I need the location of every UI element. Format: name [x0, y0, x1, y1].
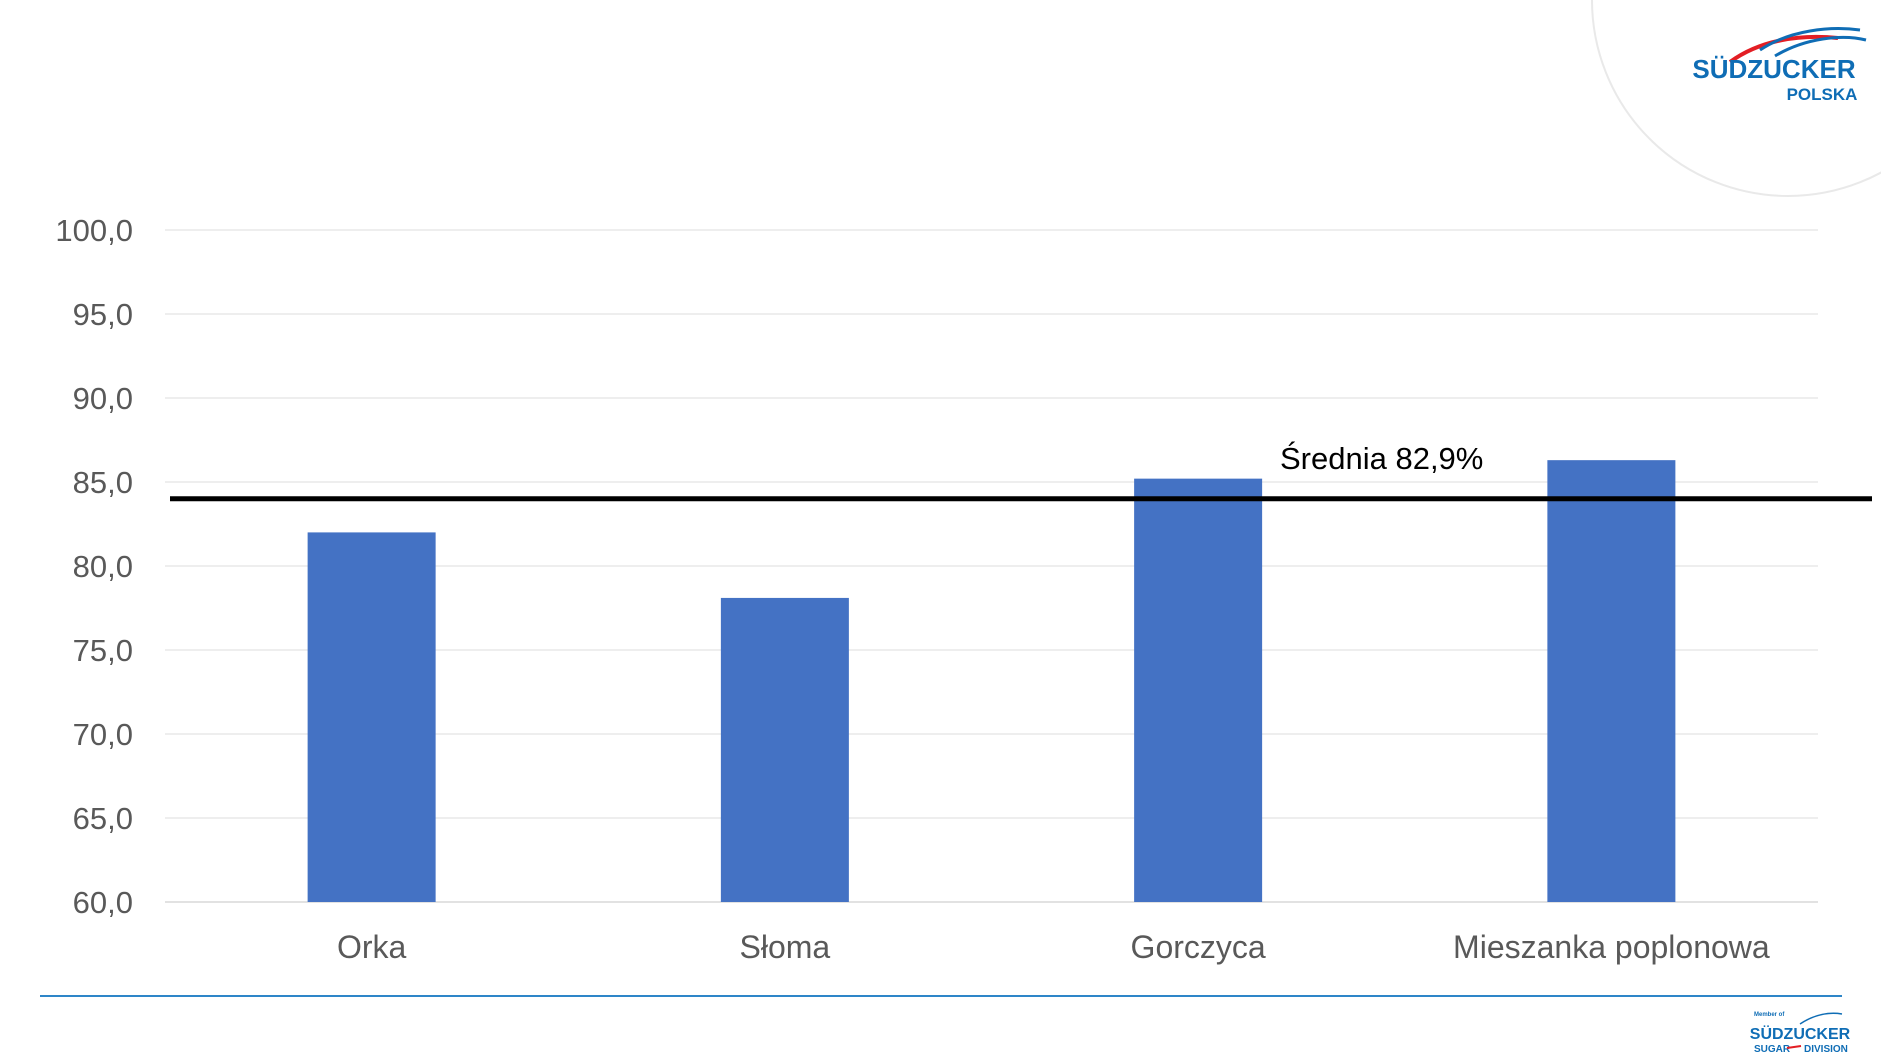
y-tick-label: 95,0	[73, 297, 133, 332]
logo-circle	[1591, 0, 1881, 197]
average-label: Średnia 82,9%	[1280, 440, 1483, 476]
y-tick-label: 85,0	[73, 465, 133, 500]
logo-bottom-line1: SÜDZUCKER	[1750, 1024, 1851, 1043]
logo-bottom-red-dash	[1786, 1045, 1802, 1049]
logo-bottom-small: Member of	[1754, 1012, 1785, 1018]
bar	[307, 532, 436, 902]
y-tick-label: 100,0	[55, 213, 133, 248]
bars	[307, 460, 1676, 902]
logo-bottom-line2a: SUGAR	[1754, 1044, 1791, 1055]
x-axis: Orka Słoma Gorczyca Mieszanka poplonowa	[337, 929, 1770, 965]
bar	[1134, 478, 1263, 902]
logo-bottom: Member of SÜDZUCKER SUGAR DIVISION	[1750, 1012, 1851, 1055]
y-tick-label: 75,0	[73, 633, 133, 668]
bar	[720, 597, 849, 902]
gridlines	[165, 229, 1818, 903]
y-tick-label: 80,0	[73, 549, 133, 584]
logo-bottom-swoosh	[1799, 1012, 1843, 1025]
logo-bottom-line2b: DIVISION	[1804, 1044, 1848, 1055]
logo-top-line1: SÜDZUCKER	[1692, 54, 1855, 84]
logo-swoosh-blue-2	[1774, 35, 1867, 58]
y-tick-label: 60,0	[73, 885, 133, 920]
x-category-label: Słoma	[740, 929, 831, 965]
logo-top: SÜDZUCKER POLSKA	[1692, 27, 1867, 104]
x-category-label: Orka	[337, 929, 407, 965]
x-category-label: Gorczyca	[1131, 929, 1266, 965]
decor-layer: SÜDZUCKER POLSKA Member of SÜDZUCKER SUG…	[40, 0, 1881, 1055]
y-tick-label: 70,0	[73, 717, 133, 752]
bar	[1547, 460, 1676, 902]
y-tick-label: 65,0	[73, 801, 133, 836]
reference-line-group: Średnia 82,9%	[170, 440, 1872, 502]
x-category-label: Mieszanka poplonowa	[1453, 929, 1770, 965]
y-axis: 60,0 65,0 70,0 75,0 80,0 85,0 90,0 95,0 100,0	[55, 213, 133, 920]
logo-swoosh-blue-1	[1759, 27, 1861, 52]
logo-top-line2: POLSKA	[1787, 85, 1858, 104]
y-tick-label: 90,0	[73, 381, 133, 416]
